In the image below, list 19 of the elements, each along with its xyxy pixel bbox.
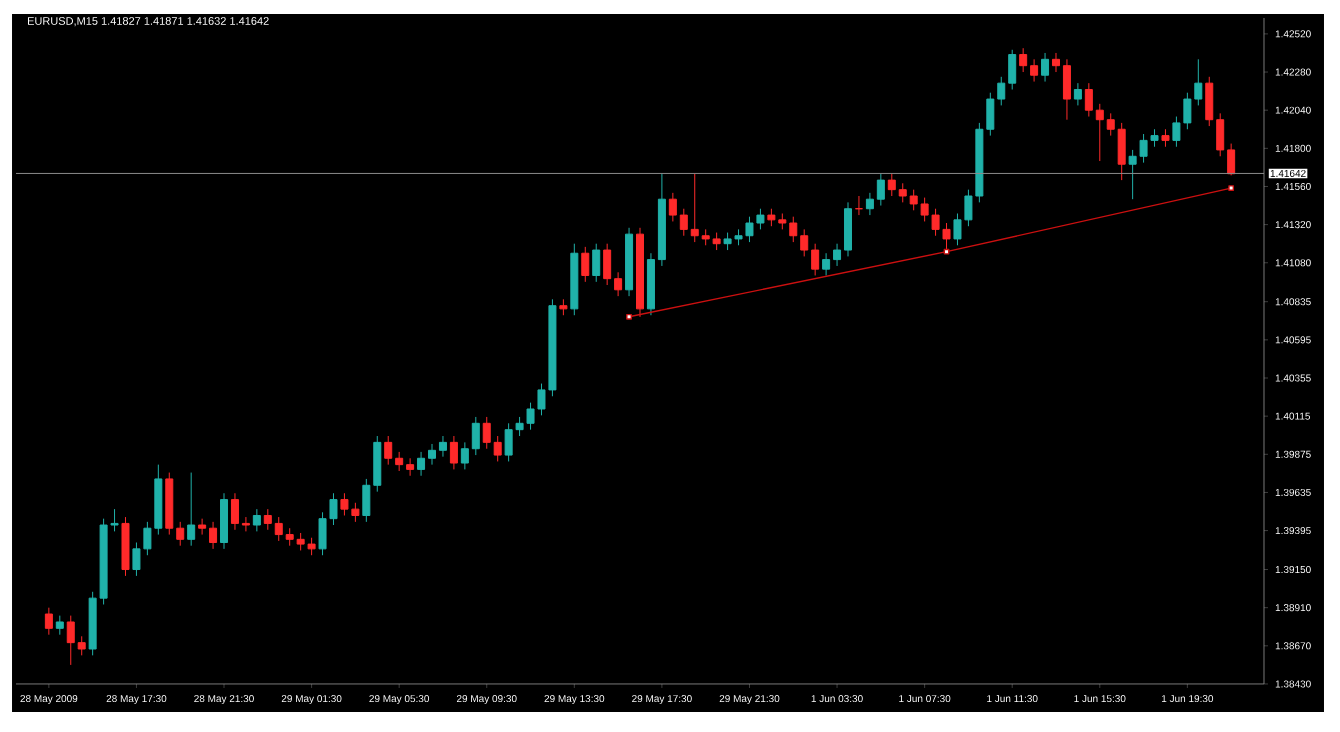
- candlestick: [44, 607, 53, 636]
- candlestick: [252, 508, 261, 532]
- candlestick: [581, 246, 590, 283]
- point: [943, 248, 950, 255]
- candlestick: [592, 243, 601, 283]
- candlestick: [220, 492, 229, 550]
- candlestick: [1041, 52, 1050, 83]
- candlestick: [55, 615, 64, 636]
- point: [626, 313, 632, 320]
- candlestick: [187, 472, 196, 547]
- candlestick: [1161, 128, 1170, 148]
- candlestick: [449, 435, 458, 470]
- point: [1228, 185, 1235, 191]
- candlestick: [636, 227, 645, 318]
- candlestick: [559, 298, 568, 316]
- candlestick: [625, 227, 634, 297]
- candlestick: [121, 516, 130, 577]
- candlestick: [1073, 82, 1082, 106]
- candlestick: [570, 243, 579, 316]
